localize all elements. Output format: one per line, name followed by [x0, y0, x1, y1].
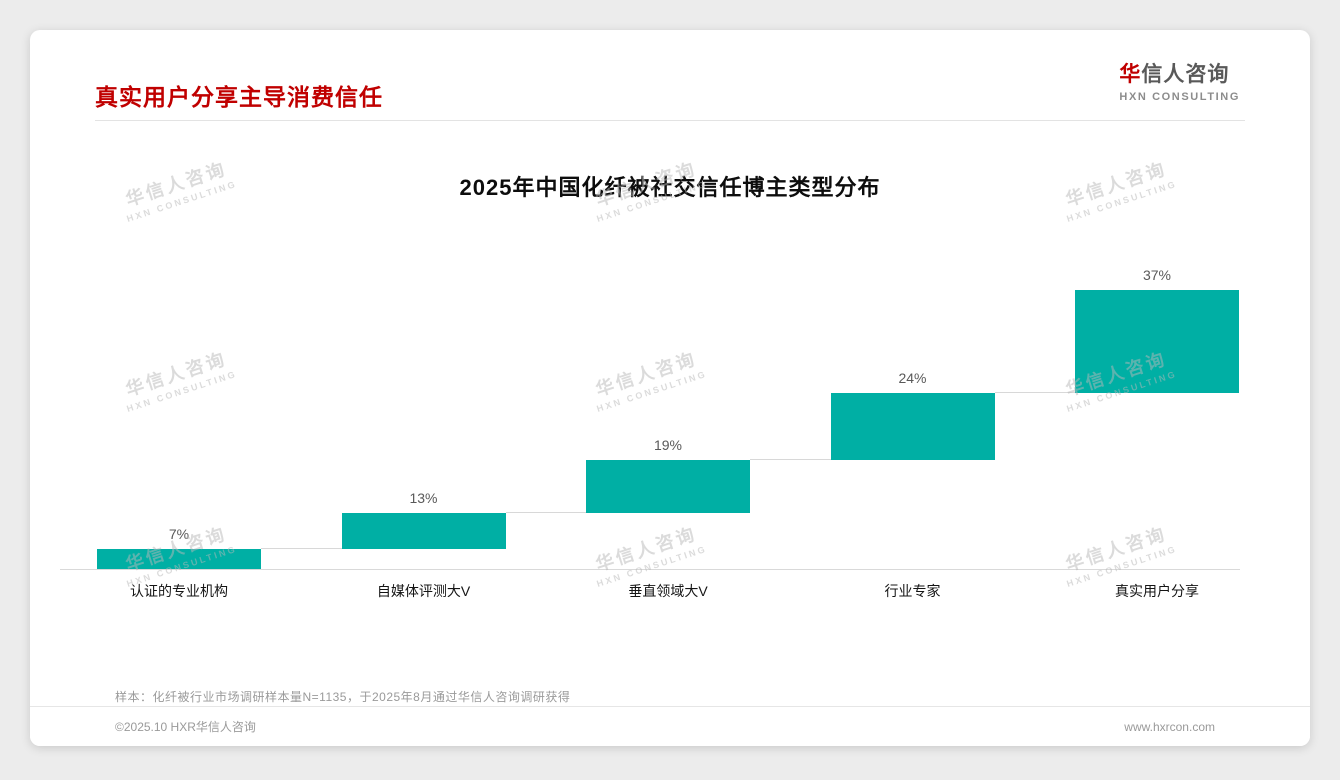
- x-axis-label: 认证的专业机构: [130, 583, 228, 599]
- bar-4: [1075, 290, 1239, 394]
- website-link[interactable]: www.hxrcon.com: [1124, 719, 1215, 734]
- chart-title: 2025年中国化纤被社交信任博主类型分布: [459, 175, 881, 200]
- logo-text: 华信人咨询: [1119, 58, 1240, 88]
- x-axis-label: 真实用户分享: [1115, 583, 1199, 599]
- x-axis-label: 行业专家: [884, 583, 941, 599]
- connector-line: [505, 512, 586, 514]
- header-divider: [95, 120, 1245, 121]
- x-axis-label: 自媒体评测大V: [376, 583, 471, 599]
- x-axis-label: 垂直领域大V: [628, 583, 708, 599]
- connector-line: [750, 459, 831, 461]
- bar-0: [97, 549, 261, 569]
- waterfall-plot: 7% 13% 19% 24% 37%: [60, 268, 1240, 570]
- bar-value-label: 7%: [168, 526, 190, 543]
- bar-value-label: 13%: [409, 490, 438, 507]
- bar-value-label: 24%: [898, 370, 927, 387]
- bar-2: [586, 460, 750, 514]
- page-title: 真实用户分享主导消费信任: [95, 84, 383, 110]
- slide-card: 华信人咨询 HXN CONSULTING 华信人咨询 HXN CONSULTING 华信…: [30, 30, 1310, 746]
- sample-note: 样本：化纤被行业市场调研样本量N=1135，于2025年8月通过华信人咨询调研获…: [115, 690, 571, 704]
- logo-subtitle: HXN CONSULTING: [1119, 91, 1240, 103]
- bar-value-label: 37%: [1142, 267, 1172, 283]
- x-axis-labels: 认证的专业机构 自媒体评测大V 垂直领域大V 行业专家 真实用户分享: [60, 581, 1240, 605]
- copyright-text: ©2025.10 HXR华信人咨询: [115, 720, 256, 734]
- company-logo: 华信人咨询 HXN CONSULTING: [1119, 58, 1240, 103]
- bar-3: [830, 393, 995, 461]
- connector-line: [261, 548, 342, 550]
- bar-value-label: 19%: [653, 437, 683, 454]
- footer-bar: ©2025.10 HXR华信人咨询 www.hxrcon.com: [30, 706, 1310, 746]
- connector-line: [994, 392, 1075, 394]
- bar-1: [341, 513, 506, 550]
- logo-mark: 华: [1119, 63, 1142, 86]
- logo-name: 信人咨询: [1141, 63, 1230, 86]
